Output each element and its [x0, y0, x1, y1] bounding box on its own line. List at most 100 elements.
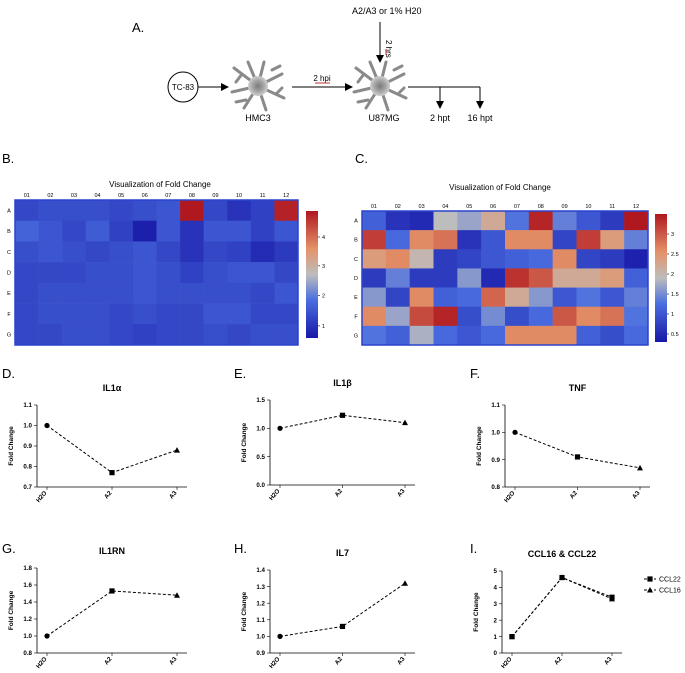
- line-chart-f: TNF 0.8 0.9 1.0 1.1 H2O A2 A3 Fold Change: [476, 383, 650, 504]
- heatmap-c-cell: [433, 325, 458, 346]
- heatmap-b-cell: [38, 324, 63, 346]
- heatmap-c-cell: [409, 287, 434, 308]
- heatmap-c-cell: [409, 268, 434, 288]
- heatmap-c-cell: [576, 211, 601, 231]
- heatmap-c-cell: [433, 306, 458, 327]
- line-chart-e-y-tick-label: 1.0: [256, 426, 265, 433]
- heatmap-c-col-label: 01: [371, 204, 377, 210]
- legend-i-point: [647, 576, 653, 582]
- legend-i-label: CCL16: [659, 588, 681, 595]
- hpi-label: 2 hpi: [313, 74, 331, 83]
- heatmap-b-row-label: F: [7, 312, 11, 318]
- heatmap-c-cell: [385, 211, 410, 231]
- line-chart-g-y-tick-label: 1.4: [23, 599, 32, 606]
- heatmap-c-colorbar-tick-label: 0.5: [671, 332, 679, 338]
- heatmap-b-cell: [227, 200, 252, 222]
- u87mg-label: U87MG: [368, 113, 399, 123]
- heatmap-b-row-label: A: [7, 208, 11, 214]
- heatmap-c-cell: [576, 268, 601, 288]
- heatmap-c-col-label: 04: [442, 204, 448, 210]
- heatmap-b-cell: [156, 200, 181, 222]
- heatmap-c-cell: [576, 306, 601, 327]
- heatmap-c-cell: [505, 287, 530, 308]
- heatmap-b-cell: [85, 200, 110, 222]
- heatmap-b-colorbar-tick-label: 3: [322, 264, 325, 270]
- line-chart-f-series-line: [514, 431, 641, 469]
- line-chart-g-point: [109, 588, 115, 594]
- heatmap-c-cell: [600, 268, 625, 288]
- line-chart-f-point: [574, 454, 581, 460]
- heatmap-b-cell: [156, 262, 181, 284]
- line-chart-e-x-tick-label: A2: [334, 487, 345, 498]
- line-chart-d: IL1α 0.7 0.8 0.9 1.0 1.1 H2O A2 A3 Fold Change: [8, 383, 187, 504]
- heatmap-c-colorbar-ticks: 0.5 1 1.5 2 2.5 3: [667, 232, 679, 338]
- panel-label-g: G.: [2, 541, 16, 556]
- heatmap-b-cell: [62, 324, 87, 346]
- line-chart-f-x-tick-label: H2O: [503, 490, 517, 504]
- heatmap-b-cell: [274, 220, 299, 242]
- line-chart-i-x-tick-label: H2O: [500, 656, 514, 670]
- line-chart-d-y-tick-label: 1.0: [23, 423, 32, 430]
- line-chart-h-x-tick-label: A3: [396, 655, 407, 666]
- treatment-time-label: 2 hrs: [384, 40, 393, 58]
- heatmap-c-col-label: 11: [609, 204, 615, 210]
- line-chart-h-point: [402, 580, 408, 586]
- line-chart-h-series-line: [279, 582, 406, 637]
- heatmap-c-cell: [385, 325, 410, 346]
- line-chart-g-title: IL1RN: [99, 546, 125, 556]
- heatmap-c-row-label: C: [354, 257, 358, 263]
- line-chart-h-y-tick-label: 0.9: [256, 650, 265, 657]
- line-chart-f-point: [637, 464, 643, 471]
- heatmap-b-cell: [62, 282, 87, 304]
- heatmap-b-cell: [38, 241, 63, 263]
- heatmap-b-cell: [180, 220, 204, 242]
- heatmap-c-col-label: 03: [419, 204, 425, 210]
- heatmap-c-cell: [600, 306, 625, 327]
- heatmap-c-cell: [528, 325, 553, 346]
- heatmap-c-col-label: 05: [466, 204, 472, 210]
- heatmap-b-row-label: C: [7, 250, 11, 256]
- line-chart-f-x-tick-label: A3: [631, 489, 642, 500]
- heatmap-b-col-label: 02: [47, 193, 53, 199]
- heatmap-b-cell: [227, 262, 252, 284]
- heatmap-b-col-label: 10: [236, 193, 242, 199]
- heatmap-c-col-label: 08: [538, 204, 544, 210]
- line-chart-g: IL1RN 0.8 1.0 1.2 1.4 1.6 1.8 H2O A2 A3 Fold Chang…: [8, 546, 187, 670]
- heatmap-b-cell: [62, 262, 87, 284]
- line-chart-g-y-tick-label: 1.0: [23, 633, 32, 640]
- heatmap-c-cell: [481, 268, 506, 288]
- heatmap-c-row-label: B: [354, 238, 358, 244]
- heatmap-c-cell: [576, 325, 601, 346]
- heatmap-b-col-label: 09: [212, 193, 218, 199]
- line-chart-f-title: TNF: [569, 383, 587, 393]
- heatmap-b-cell: [38, 282, 63, 304]
- heatmap-b-col-label: 08: [189, 193, 195, 199]
- heatmap-c-col-label: 10: [585, 204, 591, 210]
- line-chart-h-y-tick-label: 1.0: [256, 634, 265, 641]
- heatmap-c-cell: [385, 230, 410, 250]
- panel-label-c: C.: [355, 151, 368, 166]
- heatmap-c-cell: [481, 325, 506, 346]
- hmc3-label: HMC3: [245, 113, 271, 123]
- line-chart-g-y-label: Fold Change: [8, 590, 15, 630]
- heatmap-c-col-label: 09: [562, 204, 568, 210]
- line-chart-g-x-tick-label: A2: [103, 655, 114, 666]
- heatmap-c-cell: [624, 211, 649, 231]
- line-chart-h-y-tick-label: 1.1: [256, 617, 265, 624]
- line-chart-g-y-tick-label: 1.6: [23, 582, 32, 589]
- heatmap-c-cell: [528, 287, 553, 308]
- heatmap-c-title: Visualization of Fold Change: [449, 183, 551, 192]
- line-chart-f-point: [512, 429, 518, 435]
- heatmap-b-cell: [109, 220, 134, 242]
- heatmap-b-cell: [250, 324, 275, 346]
- line-chart-g-x-tick-label: H2O: [35, 656, 49, 670]
- heatmap-c-cell: [362, 249, 387, 269]
- line-chart-h: IL7 0.9 1.0 1.1 1.2 1.3 1.4 H2O A2 A3 Fold Change: [241, 548, 415, 670]
- heatmap-b-cell: [156, 241, 181, 263]
- line-chart-h-x-tick-label: A2: [334, 655, 345, 666]
- heatmap-c-cell: [385, 306, 410, 327]
- heatmap-c-cell: [552, 249, 577, 269]
- legend-i-label: CCL22: [659, 577, 681, 584]
- heatmap-c-cell: [433, 268, 458, 288]
- heatmap-c-frame: [361, 210, 649, 346]
